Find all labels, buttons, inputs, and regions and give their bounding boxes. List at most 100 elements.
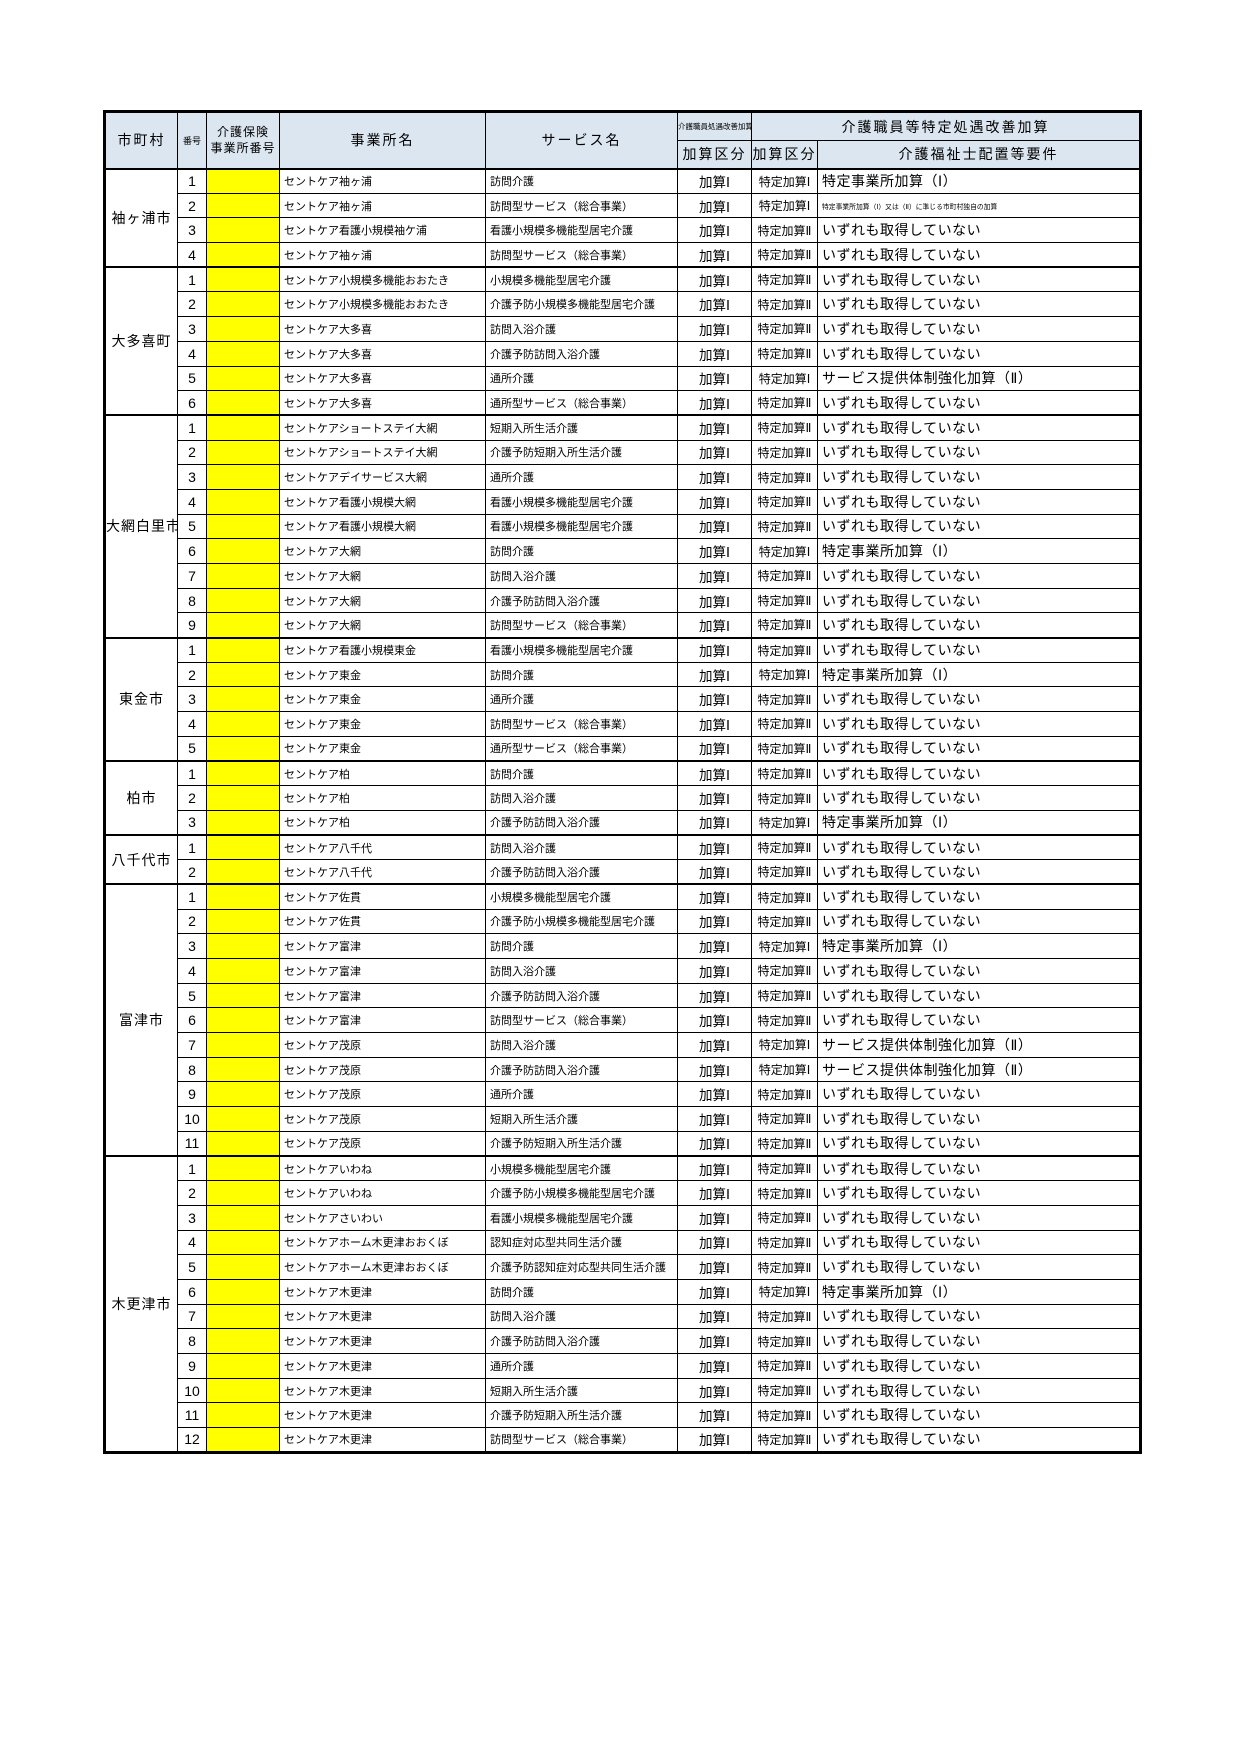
kasan-kubun-cell: 加算Ⅰ <box>677 439 752 466</box>
table-row: 2 セントケア袖ヶ浦 訪問型サービス（総合事業） 加算Ⅰ 特定加算Ⅰ 特定事業所加算（Ⅰ）… <box>105 192 1141 219</box>
haichi-youken-cell: いずれも取得していない <box>817 1155 1141 1182</box>
haichi-youken-cell: いずれも取得していない <box>817 1081 1141 1108</box>
office-number-cell <box>206 365 280 392</box>
haichi-youken-cell: いずれも取得していない <box>817 1328 1141 1354</box>
table-header: 市町村 番号 介護保険 事業所番号 事業所名 サービス名 介護職員処遇改善加算 … <box>104 111 1141 169</box>
office-name-cell: セントケア柏 <box>279 785 486 811</box>
table-row: 10 セントケア木更津 短期入所生活介護 加算Ⅰ 特定加算Ⅱ いずれも取得していない <box>105 1377 1141 1404</box>
office-number-cell <box>206 1402 280 1429</box>
office-name-cell: セントケア大多喜 <box>279 340 486 367</box>
kasan-kubun-cell: 加算Ⅰ <box>677 192 752 219</box>
tokutei-kasan-cell: 特定加算Ⅱ <box>751 563 818 589</box>
haichi-youken-cell: いずれも取得していない <box>817 563 1141 589</box>
office-name-cell: セントケア富津 <box>279 933 486 959</box>
row-number-cell: 1 <box>177 834 207 861</box>
haichi-youken-cell: いずれも取得していない <box>817 612 1141 639</box>
tokutei-kasan-cell: 特定加算Ⅱ <box>751 1303 818 1330</box>
row-number-cell: 10 <box>177 1106 207 1132</box>
haichi-youken-cell: いずれも取得していない <box>817 414 1141 441</box>
office-name-cell: セントケア大多喜 <box>279 390 486 416</box>
kasan-kubun-cell: 加算Ⅰ <box>677 464 752 490</box>
haichi-youken-cell: いずれも取得していない <box>817 266 1141 293</box>
tokutei-kasan-cell: 特定加算Ⅱ <box>751 217 818 244</box>
row-number-cell: 2 <box>177 291 207 318</box>
tokutei-kasan-cell: 特定加算Ⅱ <box>751 834 818 861</box>
kasan-kubun-cell: 加算Ⅰ <box>677 809 752 836</box>
table-row: 2 セントケア八千代 介護予防訪問入浴介護 加算Ⅰ 特定加算Ⅱ いずれも取得していない <box>105 859 1141 885</box>
kasan-kubun-cell: 加算Ⅰ <box>677 1106 752 1132</box>
kasan-kubun-cell: 加算Ⅰ <box>677 217 752 244</box>
row-number-cell: 2 <box>177 908 207 935</box>
haichi-youken-cell: いずれも取得していない <box>817 760 1141 787</box>
service-name-cell: 通所介護 <box>485 1081 678 1108</box>
kasan-kubun-cell: 加算Ⅰ <box>677 982 752 1009</box>
kasan-kubun-cell: 加算Ⅰ <box>677 686 752 713</box>
office-number-cell <box>206 513 280 540</box>
service-name-cell: 認知症対応型共同生活介護 <box>485 1229 678 1256</box>
tokutei-kasan-cell: 特定加算Ⅱ <box>751 1377 818 1404</box>
tokutei-kasan-cell: 特定加算Ⅱ <box>751 1328 818 1354</box>
service-name-cell: 介護予防訪問入浴介護 <box>485 1328 678 1354</box>
service-name-cell: 訪問型サービス（総合事業） <box>485 612 678 639</box>
service-name-cell: 介護予防訪問入浴介護 <box>485 982 678 1009</box>
haichi-youken-cell: いずれも取得していない <box>817 1377 1141 1404</box>
office-name-cell: セントケアさいわい <box>279 1204 486 1231</box>
table-row: 2 セントケア柏 訪問入浴介護 加算Ⅰ 特定加算Ⅱ いずれも取得していない <box>105 785 1141 811</box>
office-name-cell: セントケアホーム木更津おおくぼ <box>279 1254 486 1280</box>
service-name-cell: 介護予防訪問入浴介護 <box>485 1056 678 1083</box>
office-name-cell: セントケア木更津 <box>279 1427 486 1453</box>
table-row: 5 セントケア東金 通所型サービス（総合事業） 加算Ⅰ 特定加算Ⅱ いずれも取得していない <box>105 735 1141 762</box>
tokutei-kasan-cell: 特定加算Ⅱ <box>751 340 818 367</box>
table-row: 八千代市 1 セントケア八千代 訪問入浴介護 加算Ⅰ 特定加算Ⅱ いずれも取得していない <box>104 834 1141 885</box>
table-row: 6 セントケア木更津 訪問介護 加算Ⅰ 特定加算Ⅰ 特定事業所加算（Ⅰ） <box>105 1278 1141 1305</box>
kasan-kubun-cell: 加算Ⅰ <box>677 316 752 342</box>
haichi-youken-cell: サービス提供体制強化加算（Ⅱ） <box>817 1032 1141 1058</box>
service-name-cell: 訪問介護 <box>485 538 678 564</box>
municipality-cell: 袖ヶ浦市 <box>104 167 178 268</box>
tokutei-kasan-cell: 特定加算Ⅱ <box>751 1254 818 1280</box>
row-number-cell: 11 <box>177 1130 207 1157</box>
haichi-youken-cell: 特定事業所加算（Ⅰ） <box>817 661 1141 688</box>
office-name-cell: セントケアホーム木更津おおくぼ <box>279 1229 486 1256</box>
row-number-cell: 8 <box>177 587 207 614</box>
service-name-cell: 看護小規模多機能型居宅介護 <box>485 217 678 244</box>
office-number-cell <box>206 785 280 811</box>
service-name-cell: 介護予防訪問入浴介護 <box>485 587 678 614</box>
haichi-youken-cell: 特定事業所加算（Ⅰ）又は（Ⅱ）に準じる市町村独自の加算 <box>817 192 1141 219</box>
office-name-cell: セントケア富津 <box>279 1007 486 1034</box>
municipality-cell: 東金市 <box>104 636 178 762</box>
row-number-cell: 3 <box>177 809 207 836</box>
table-row: 4 セントケア大多喜 介護予防訪問入浴介護 加算Ⅰ 特定加算Ⅱ いずれも取得していない <box>105 340 1141 367</box>
tokutei-kasan-cell: 特定加算Ⅱ <box>751 513 818 540</box>
tokutei-kasan-cell: 特定加算Ⅱ <box>751 291 818 318</box>
table-row: 2 セントケアショートステイ大網 介護予防短期入所生活介護 加算Ⅰ 特定加算Ⅱ いずれも取… <box>105 439 1141 466</box>
kasan-kubun-cell: 加算Ⅰ <box>677 636 752 663</box>
tokutei-kasan-cell: 特定加算Ⅰ <box>751 933 818 959</box>
row-number-cell: 6 <box>177 1278 207 1305</box>
tokutei-kasan-cell: 特定加算Ⅱ <box>751 982 818 1009</box>
office-name-cell: セントケア大網 <box>279 612 486 639</box>
service-name-cell: 通所型サービス（総合事業） <box>485 735 678 762</box>
kasan-kubun-cell: 加算Ⅰ <box>677 587 752 614</box>
table-row: 東金市 1 セントケア看護小規模東金 看護小規模多機能型居宅介護 加算Ⅰ 特定加算Ⅱ いずれ… <box>104 636 1141 762</box>
tokutei-kasan-cell: 特定加算Ⅰ <box>751 192 818 219</box>
header-shoguu-kaizen-kasan: 介護職員処遇改善加算 <box>677 111 752 141</box>
office-number-cell <box>206 1278 280 1305</box>
office-number-cell <box>206 686 280 713</box>
row-number-cell: 4 <box>177 242 207 268</box>
table-row: 5 セントケア大多喜 通所介護 加算Ⅰ 特定加算Ⅰ サービス提供体制強化加算（Ⅱ） <box>105 365 1141 392</box>
office-name-cell: セントケア茂原 <box>279 1032 486 1058</box>
tokutei-kasan-cell: 特定加算Ⅱ <box>751 587 818 614</box>
row-number-cell: 5 <box>177 735 207 762</box>
office-number-cell <box>206 711 280 737</box>
table-row: 12 セントケア木更津 訪問型サービス（総合事業） 加算Ⅰ 特定加算Ⅱ いずれも取得してい… <box>105 1427 1141 1453</box>
tokutei-kasan-cell: 特定加算Ⅱ <box>751 316 818 342</box>
service-name-cell: 介護予防短期入所生活介護 <box>485 1130 678 1157</box>
table-row: 6 セントケア富津 訪問型サービス（総合事業） 加算Ⅰ 特定加算Ⅱ いずれも取得していない <box>105 1007 1141 1034</box>
service-name-cell: 小規模多機能型居宅介護 <box>485 266 678 293</box>
haichi-youken-cell: 特定事業所加算（Ⅰ） <box>817 933 1141 959</box>
haichi-youken-cell: いずれも取得していない <box>817 711 1141 737</box>
kasan-kubun-cell: 加算Ⅰ <box>677 340 752 367</box>
row-number-cell: 2 <box>177 785 207 811</box>
service-name-cell: 訪問入浴介護 <box>485 834 678 861</box>
